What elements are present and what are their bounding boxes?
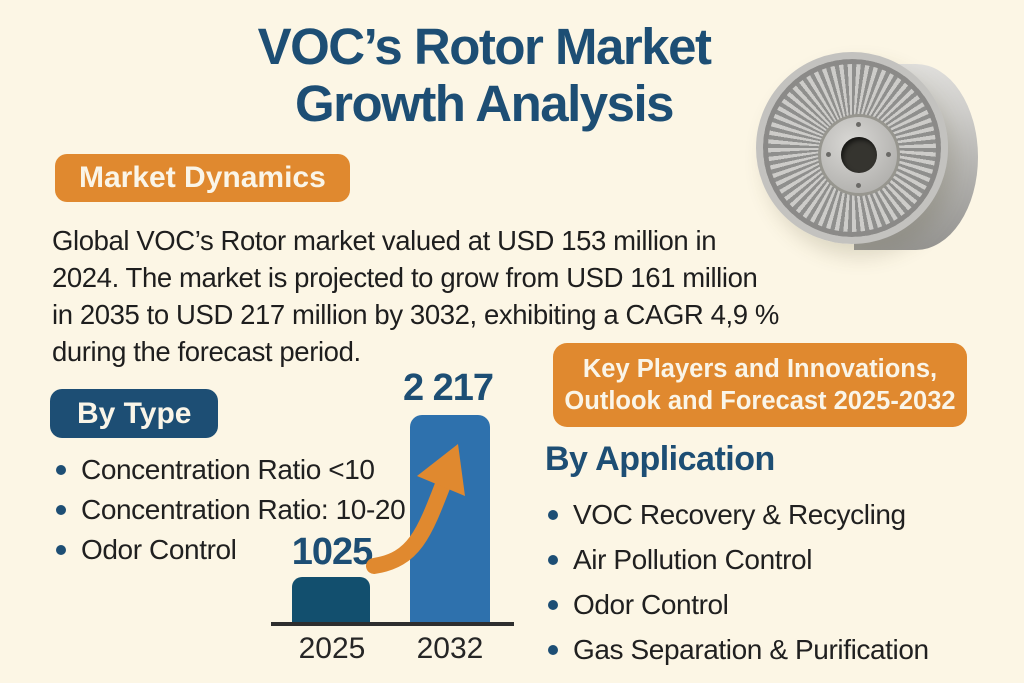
list-item-label: Concentration Ratio <10 <box>81 454 375 485</box>
by-application-list: VOC Recovery & Recycling Air Pollution C… <box>548 492 929 672</box>
list-item-label: Air Pollution Control <box>573 543 813 575</box>
list-item-label: Odor Control <box>81 534 237 565</box>
page-title: VOC’s Rotor Market Growth Analysis <box>84 18 884 132</box>
page-title-line2: Growth Analysis <box>294 75 675 132</box>
bar-value-label-2025: 1025 <box>291 531 374 573</box>
key-players-line2: Outlook and Forecast 2025-2032 <box>564 387 956 415</box>
x-tick-2025: 2025 <box>298 632 366 665</box>
by-type-badge: By Type <box>50 389 219 438</box>
bar-value-label-2032: 2 217 <box>402 367 494 409</box>
rotor-image <box>756 52 988 260</box>
market-dynamics-badge: Market Dynamics <box>55 154 350 202</box>
list-item-label: Odor Control <box>573 588 729 620</box>
paragraph-line: 2024. The market is projected to grow fr… <box>52 262 758 293</box>
list-item: Concentration Ratio: 10-20 <box>56 490 406 530</box>
rotor-bolt-icon <box>826 152 831 157</box>
by-type-list: Concentration Ratio <10 Concentration Ra… <box>56 450 406 570</box>
rotor-bolt-icon <box>886 152 891 157</box>
rotor-center-hole <box>841 137 877 173</box>
list-item: Air Pollution Control <box>548 537 929 582</box>
bar-2025 <box>292 577 370 622</box>
key-players-line1: Key Players and Innovations, <box>582 355 938 383</box>
rotor-bolt-icon <box>856 122 861 127</box>
list-item: Concentration Ratio <10 <box>56 450 405 490</box>
rotor-fins-disc <box>756 52 948 244</box>
rotor-bolt-icon <box>856 183 861 188</box>
paragraph-line: in 2035 to USD 217 million by 3032, exhi… <box>52 299 779 330</box>
bullet-icon <box>548 509 558 520</box>
paragraph-line: during the forecast period. <box>52 336 361 367</box>
bullet-icon <box>56 545 66 555</box>
list-item: Odor Control <box>56 530 405 570</box>
list-item-label: Gas Separation & Purification <box>573 633 929 665</box>
growth-arrow-icon <box>366 444 465 574</box>
page-title-line1: VOC’s Rotor Market <box>257 18 712 75</box>
market-dynamics-paragraph: Global VOC’s Rotor market valued at USD … <box>52 222 812 370</box>
paragraph-line: Global VOC’s Rotor market valued at USD … <box>52 225 717 256</box>
bullet-icon <box>548 554 558 565</box>
chart-axis-line <box>271 622 514 626</box>
bullet-icon <box>548 599 558 610</box>
bullet-icon <box>56 465 66 475</box>
list-item-label: Concentration Ratio: 10-20 <box>81 494 406 525</box>
key-players-badge: Key Players and Innovations, Outlook and… <box>553 343 967 427</box>
bullet-icon <box>548 644 558 655</box>
x-tick-2032: 2032 <box>416 632 484 665</box>
bullet-icon <box>56 505 66 515</box>
list-item: Odor Control <box>548 582 929 627</box>
list-item-label: VOC Recovery & Recycling <box>573 498 906 530</box>
list-item: Gas Separation & Purification <box>548 627 929 672</box>
list-item: VOC Recovery & Recycling <box>548 492 929 537</box>
by-application-heading: By Application <box>545 440 775 478</box>
